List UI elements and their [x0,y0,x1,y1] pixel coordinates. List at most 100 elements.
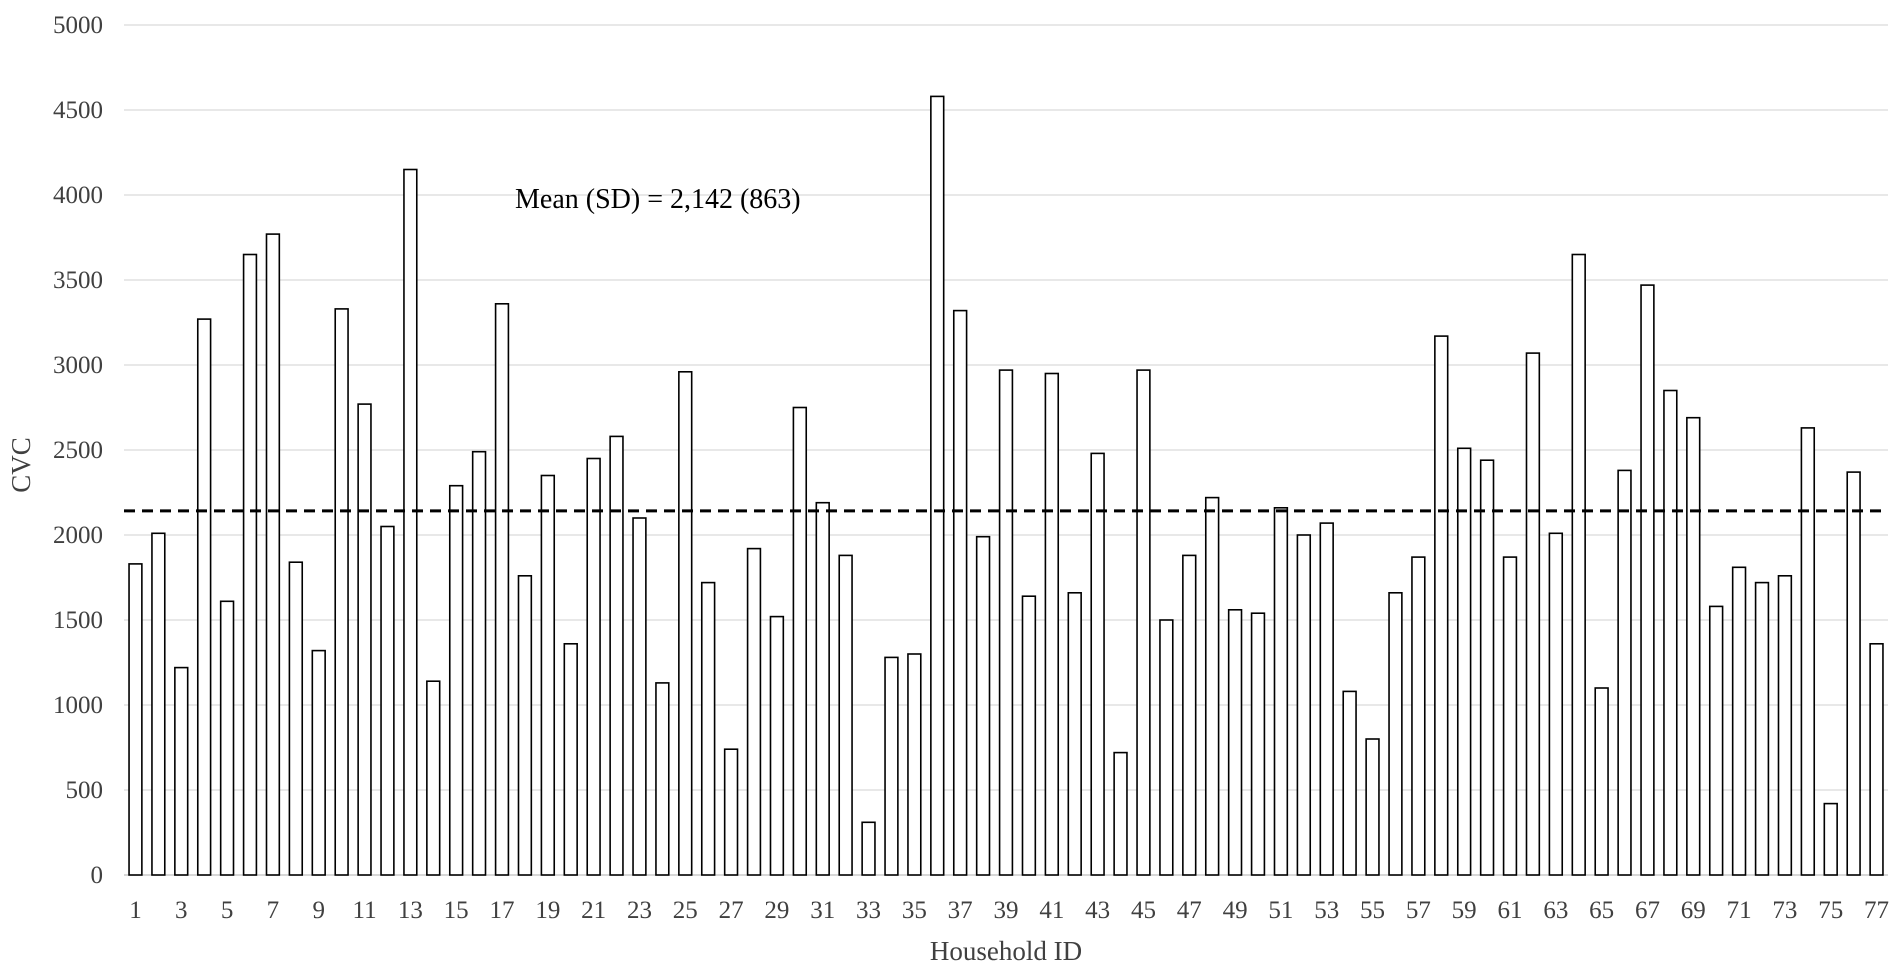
bar-household-63 [1548,532,1564,876]
bar-household-51 [1273,506,1289,876]
bar-household-47 [1182,554,1197,876]
y-tick-label: 5000 [53,12,103,39]
x-tick-label: 65 [1589,897,1614,924]
bar-household-27 [723,748,739,876]
bar-household-69 [1686,416,1701,876]
x-tick-label: 61 [1498,897,1523,924]
bar-household-41 [1044,372,1060,876]
bars [128,95,1884,876]
bar-household-24 [655,682,670,876]
bar-household-21 [586,457,601,876]
bar-household-40 [1021,595,1037,876]
bar-household-48 [1204,496,1220,876]
y-axis-title: CVC [6,437,36,493]
bar-household-32 [838,554,853,876]
bar-household-66 [1617,469,1632,876]
x-tick-label: 29 [764,897,789,924]
x-axis-title: Household ID [930,936,1082,966]
x-tick-label: 23 [627,897,652,924]
x-tick-label: 47 [1177,897,1202,924]
x-tick-label: 5 [221,897,234,924]
x-tick-label: 13 [398,897,423,924]
bar-household-12 [380,525,395,876]
x-tick-label: 43 [1085,897,1110,924]
bar-household-75 [1823,802,1838,876]
y-tick-label: 2500 [53,437,103,464]
x-tick-label: 77 [1864,897,1889,924]
bar-household-50 [1250,612,1266,876]
bar-household-2 [151,532,166,876]
x-tick-label: 71 [1727,897,1752,924]
x-tick-label: 27 [719,897,744,924]
bar-household-42 [1067,591,1082,876]
bar-household-13 [403,168,418,876]
x-tick-label: 19 [535,897,560,924]
x-tick-label: 25 [673,897,698,924]
bar-household-58 [1434,335,1449,876]
x-tick-label: 9 [312,897,325,924]
x-tick-label: 39 [994,897,1019,924]
x-tick-label: 53 [1314,897,1339,924]
bar-household-53 [1319,522,1334,876]
bar-household-45 [1136,369,1151,876]
x-tick-label: 31 [810,897,835,924]
bar-household-6 [242,253,258,876]
bar-household-10 [334,308,349,876]
mean-annotation: Mean (SD) = 2,142 (863) [515,184,801,215]
bar-household-64 [1571,253,1586,876]
x-tick-labels: 1 3 5 7 9 11 13 15 17 19 21 23 25 27 29 31 33 35 37 39 41 43 4… [129,897,1889,924]
x-tick-label: 7 [267,897,280,924]
bar-household-43 [1090,452,1105,876]
y-tick-label: 1000 [53,692,103,719]
bar-household-18 [517,574,533,876]
x-tick-label: 11 [353,897,377,924]
bar-household-22 [609,435,624,876]
bar-household-76 [1846,471,1861,876]
bar-household-19 [540,474,556,876]
bar-household-54 [1342,690,1357,876]
y-tick-label: 0 [91,862,104,889]
x-tick-label: 67 [1635,897,1660,924]
x-tick-label: 69 [1681,897,1706,924]
bar-household-33 [861,821,876,876]
bar-household-37 [952,309,968,876]
bar-household-56 [1388,591,1403,876]
bar-household-28 [746,547,762,876]
x-tick-label: 33 [856,897,881,924]
bar-household-60 [1479,459,1495,876]
x-tick-label: 45 [1131,897,1156,924]
x-tick-label: 63 [1543,897,1568,924]
bar-household-77 [1869,642,1884,876]
bar-household-20 [563,642,578,876]
x-tick-label: 49 [1223,897,1248,924]
x-tick-label: 75 [1818,897,1843,924]
x-tick-label: 3 [175,897,188,924]
y-tick-label: 500 [66,777,104,804]
bar-household-4 [196,318,212,876]
x-tick-label: 35 [902,897,927,924]
bar-household-30 [792,406,808,876]
bar-household-31 [815,501,830,876]
bar-household-29 [769,615,785,876]
x-tick-label: 15 [444,897,469,924]
bar-household-65 [1594,687,1609,876]
x-tick-label: 1 [129,897,142,924]
bar-household-55 [1365,738,1380,876]
x-tick-label: 73 [1772,897,1797,924]
y-tick-label: 2000 [53,522,103,549]
bar-household-67 [1640,284,1655,876]
bar-household-59 [1456,447,1472,876]
bar-household-61 [1502,556,1518,876]
y-tick-label: 4000 [53,182,103,209]
y-tick-label: 3000 [53,352,103,379]
bar-household-71 [1731,566,1747,876]
bar-household-70 [1708,605,1724,876]
bar-household-34 [884,656,899,876]
bar-household-8 [288,561,304,876]
bar-household-14 [426,680,441,876]
x-tick-label: 21 [581,897,606,924]
bar-household-25 [678,370,693,876]
x-tick-label: 59 [1452,897,1477,924]
x-tick-label: 41 [1039,897,1064,924]
